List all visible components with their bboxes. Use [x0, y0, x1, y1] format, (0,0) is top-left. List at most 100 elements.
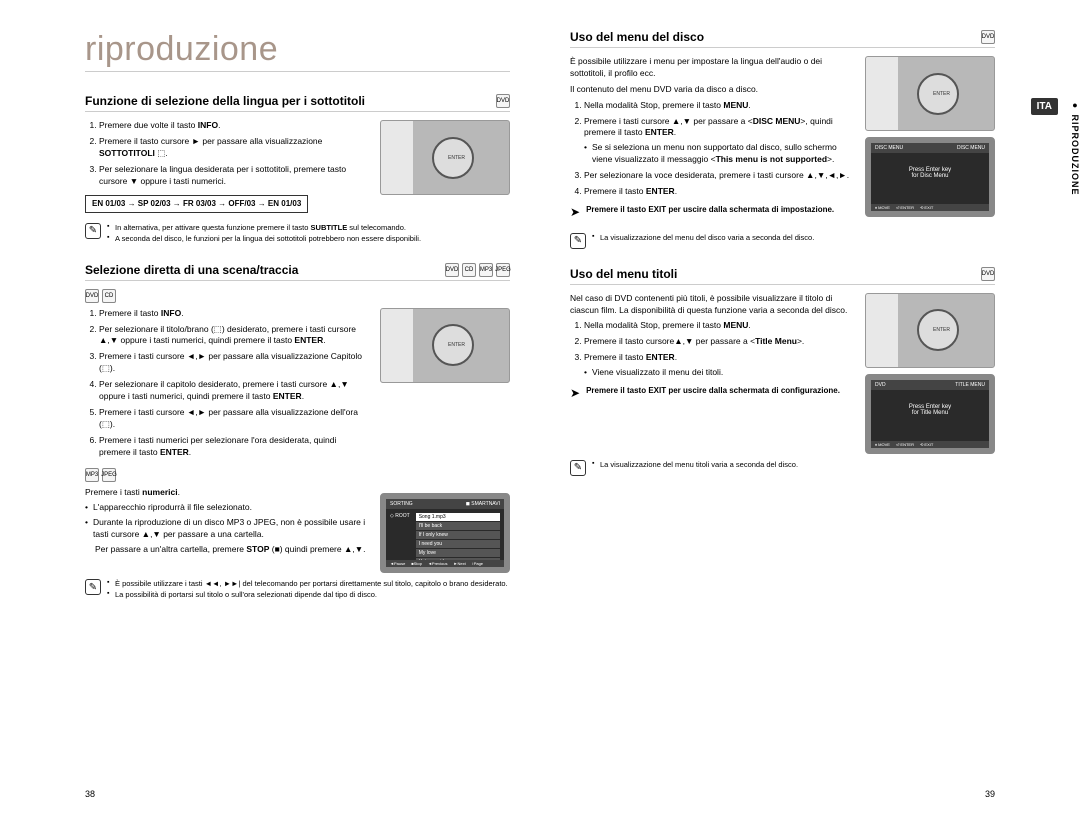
language-sequence-box: EN 01/03 → SP 02/03 → FR 03/03 → OFF/03 …: [85, 195, 308, 212]
dvd-icon: DVD: [981, 30, 995, 44]
steps-list-3: Nella modalità Stop, premere il tasto ME…: [570, 100, 855, 198]
page-left: riproduzione Funzione di selezione della…: [0, 0, 540, 817]
note-box: ✎ È possibile utilizzare i tasti ◄◄, ►►|…: [85, 579, 510, 601]
remote-image: [865, 293, 995, 368]
step-1: Premere il tasto INFO.: [99, 308, 370, 320]
note-1: È possibile utilizzare i tasti ◄◄, ►►| d…: [107, 579, 510, 588]
page-right: Uso del menu del disco DVD È possibile u…: [540, 0, 1080, 817]
screen-header-left: DISC MENU: [875, 145, 903, 151]
intro-text-2: Il contenuto del menu DVD varia da disco…: [570, 84, 855, 96]
note-2: A seconda del disco, le funzioni per la …: [107, 234, 510, 243]
page-number-left: 38: [85, 789, 95, 799]
mp3-icon: MP3: [85, 468, 99, 482]
screen-header-right: DISC MENU: [957, 145, 985, 151]
screen-item: Song 1.mp3: [416, 513, 500, 521]
screen-item: My love: [416, 549, 500, 557]
disc-icons: DVD CD MP3 JPEG: [445, 263, 510, 277]
step-2-sub: Se si seleziona un menu non supportato d…: [584, 142, 855, 166]
step-2: Per selezionare il titolo/brano (⬚) desi…: [99, 324, 370, 348]
step-2: Premere il tasto cursore ► per passare a…: [99, 136, 370, 160]
intro-text: Nel caso di DVD contenenti più titoli, è…: [570, 293, 855, 317]
screen-header-left: SORTING: [390, 501, 413, 507]
screen-title-menu: DVD TITLE MENU Press Enter key for Title…: [865, 374, 995, 454]
disc-icons: DVD: [981, 30, 995, 44]
jpeg-icon: JPEG: [496, 263, 510, 277]
bullet-3: Per passare a un'altra cartella, premere…: [85, 544, 370, 556]
step-3: Per selezionare la lingua desiderata per…: [99, 164, 370, 188]
remote-image: [380, 120, 510, 195]
remote-image: [380, 308, 510, 383]
note-box: ✎ In alternativa, per attivare questa fu…: [85, 223, 510, 245]
tip-icon: ➤: [570, 385, 580, 402]
screen-footer: ♦ MOVE ⏎ ENTER ⟲ EXIT: [871, 441, 989, 448]
remote-image: [865, 56, 995, 131]
tip-icon: ➤: [570, 204, 580, 221]
steps-list-2: Premere il tasto INFO. Per selezionare i…: [85, 308, 370, 459]
section-title-menu: Uso del menu titoli DVD Nel caso di DVD …: [570, 267, 995, 476]
step-5: Premere i tasti cursore ◄,► per passare …: [99, 407, 370, 431]
section-title: Uso del menu del disco: [570, 30, 704, 44]
inline-icons-2: MP3 JPEG: [85, 468, 510, 482]
mp3-icon: MP3: [479, 263, 493, 277]
tip-text: Premere il tasto EXIT per uscire dalla s…: [586, 204, 855, 215]
language-tab: ITA: [1031, 98, 1058, 115]
step-2: Premere i tasti cursore ▲,▼ per passare …: [584, 116, 855, 167]
step-1: Nella modalità Stop, premere il tasto ME…: [584, 100, 855, 112]
step-4: Per selezionare il capitolo desiderato, …: [99, 379, 370, 403]
screen-footer: ◄Pause ■Stop ◄Previous ►Next ↕Page: [386, 560, 504, 567]
step-1: Premere due volte il tasto INFO.: [99, 120, 370, 132]
screen-list: Song 1.mp3 I'll be back If I only knew I…: [416, 513, 500, 567]
inline-icons-1: DVD CD: [85, 289, 510, 303]
section-direct-scene-track: Selezione diretta di una scena/traccia D…: [85, 263, 510, 602]
note-icon: ✎: [570, 233, 586, 249]
steps-list: Premere due volte il tasto INFO. Premere…: [85, 120, 370, 187]
note-1: In alternativa, per attivare questa funz…: [107, 223, 510, 232]
screen-item: I need you: [416, 540, 500, 548]
bullet-1: L'apparecchio riprodurrà il file selezio…: [85, 502, 370, 514]
screen-header-right: TITLE MENU: [955, 382, 985, 388]
dvd-icon: DVD: [85, 289, 99, 303]
section-title: Selezione diretta di una scena/traccia: [85, 263, 298, 277]
tip-box: ➤ Premere il tasto EXIT per uscire dalla…: [570, 204, 855, 221]
screen-disc-menu: DISC MENU DISC MENU Press Enter key for …: [865, 137, 995, 217]
dvd-icon: DVD: [981, 267, 995, 281]
step-3-sub: Viene visualizzato il menu dei titoli.: [584, 367, 855, 379]
step-3: Premere il tasto ENTER. Viene visualizza…: [584, 352, 855, 379]
note-box: ✎ La visualizzazione del menu titoli var…: [570, 460, 995, 476]
section-disc-menu: Uso del menu del disco DVD È possibile u…: [570, 30, 995, 249]
note-icon: ✎: [570, 460, 586, 476]
chapter-title: riproduzione: [85, 30, 510, 72]
step-1: Nella modalità Stop, premere il tasto ME…: [584, 320, 855, 332]
sub-bullets: L'apparecchio riprodurrà il file selezio…: [85, 502, 370, 541]
cd-icon: CD: [462, 263, 476, 277]
screen-footer: ♦ MOVE ⏎ ENTER ⟲ EXIT: [871, 204, 989, 211]
screen-item: I'll be back: [416, 522, 500, 530]
section-title: Funzione di selezione della lingua per i…: [85, 94, 365, 108]
screen-item: If I only knew: [416, 531, 500, 539]
disc-icons: DVD: [496, 94, 510, 108]
step-6: Premere i tasti numerici per selezionare…: [99, 435, 370, 459]
step-2: Premere il tasto cursore▲,▼ per passare …: [584, 336, 855, 348]
sub-intro: Premere i tasti numerici.: [85, 487, 370, 499]
note: La visualizzazione del menu titoli varia…: [592, 460, 995, 469]
jpeg-icon: JPEG: [102, 468, 116, 482]
steps-list-4: Nella modalità Stop, premere il tasto ME…: [570, 320, 855, 379]
section-title: Uso del menu titoli: [570, 267, 677, 281]
screen-smartnavi: SORTING ◼ SMARTNAVI ◇ ROOT Song 1.mp3 I'…: [380, 493, 510, 573]
note-icon: ✎: [85, 579, 101, 595]
cd-icon: CD: [102, 289, 116, 303]
note: La visualizzazione del menu del disco va…: [592, 233, 995, 242]
step-3: Per selezionare la voce desiderata, prem…: [584, 170, 855, 182]
bullet-2: Durante la riproduzione di un disco MP3 …: [85, 517, 370, 541]
note-2: La possibilità di portarsi sul titolo o …: [107, 590, 510, 599]
side-tab: ● RIPRODUZIONE: [1070, 100, 1080, 196]
screen-header-left: DVD: [875, 382, 886, 388]
page-number-right: 39: [985, 789, 995, 799]
section-subtitle-language: Funzione di selezione della lingua per i…: [85, 94, 510, 245]
tip-text: Premere il tasto EXIT per uscire dalla s…: [586, 385, 855, 396]
screen-line: for Disc Menu: [879, 173, 981, 179]
note-icon: ✎: [85, 223, 101, 239]
step-3: Premere i tasti cursore ◄,► per passare …: [99, 351, 370, 375]
tip-box: ➤ Premere il tasto EXIT per uscire dalla…: [570, 385, 855, 402]
dvd-icon: DVD: [496, 94, 510, 108]
